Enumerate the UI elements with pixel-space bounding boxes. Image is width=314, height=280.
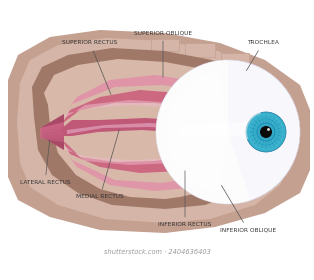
Polygon shape [40, 136, 64, 142]
Polygon shape [42, 114, 64, 150]
Polygon shape [40, 122, 64, 131]
Polygon shape [44, 59, 262, 199]
Polygon shape [151, 39, 179, 51]
Polygon shape [65, 146, 212, 165]
Circle shape [260, 126, 272, 138]
Text: LATERAL RECTUS: LATERAL RECTUS [20, 140, 70, 185]
Polygon shape [156, 60, 250, 204]
Text: INFERIOR RECTUS: INFERIOR RECTUS [158, 171, 212, 227]
Polygon shape [8, 30, 310, 233]
Circle shape [267, 128, 270, 131]
Polygon shape [40, 130, 64, 135]
Polygon shape [221, 53, 249, 67]
Polygon shape [32, 48, 275, 209]
Polygon shape [62, 140, 228, 203]
Polygon shape [67, 154, 232, 195]
Text: TROCHLEA: TROCHLEA [246, 41, 279, 71]
Polygon shape [62, 61, 228, 124]
Polygon shape [67, 123, 220, 134]
Circle shape [156, 60, 300, 204]
Polygon shape [62, 118, 225, 144]
Polygon shape [167, 72, 228, 192]
Polygon shape [67, 68, 232, 110]
Polygon shape [178, 122, 257, 137]
Circle shape [246, 112, 286, 152]
Text: INFERIOR OBLIQUE: INFERIOR OBLIQUE [220, 185, 276, 232]
Text: SUPERIOR RECTUS: SUPERIOR RECTUS [62, 41, 118, 94]
Polygon shape [40, 134, 64, 138]
Polygon shape [65, 100, 212, 118]
Text: SUPERIOR OBLIQUE: SUPERIOR OBLIQUE [134, 31, 192, 77]
Text: MEDIAL RECTUS: MEDIAL RECTUS [76, 130, 124, 199]
Polygon shape [40, 126, 64, 133]
Text: shutterstock.com · 2404636403: shutterstock.com · 2404636403 [104, 249, 210, 255]
Polygon shape [17, 38, 298, 223]
Polygon shape [185, 43, 215, 57]
